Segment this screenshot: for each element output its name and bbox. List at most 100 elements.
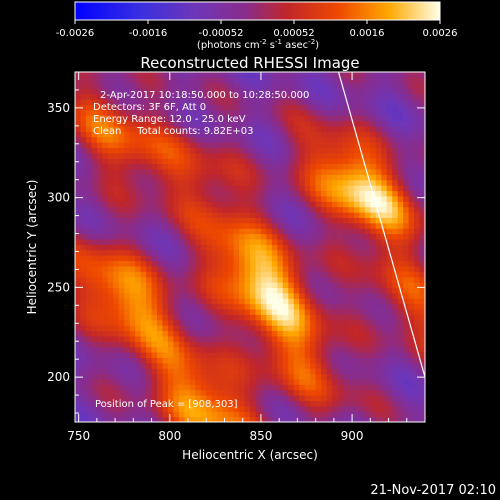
heatmap-cell (375, 319, 382, 326)
heatmap-cell (293, 384, 300, 391)
heatmap-cell (342, 282, 350, 288)
heatmap-cell (271, 325, 278, 332)
heatmap-cell (293, 357, 300, 364)
heatmap-cell (342, 195, 350, 202)
heatmap-cell (260, 147, 268, 154)
heatmap-cell (277, 120, 284, 127)
heatmap-cell (178, 411, 185, 418)
heatmap-cell (80, 276, 87, 283)
heatmap-cell (135, 287, 142, 294)
heatmap-cell (277, 319, 284, 326)
heatmap-cell (255, 115, 262, 122)
heatmap-cell (233, 195, 240, 202)
heatmap-cell (228, 389, 235, 396)
heatmap-cell (102, 314, 109, 321)
heatmap-cell (419, 212, 425, 218)
heatmap-cell (408, 260, 415, 267)
heatmap-cell (375, 260, 382, 267)
heatmap-cell (342, 346, 350, 353)
heatmap-cell (184, 136, 191, 143)
heatmap-cell (113, 303, 120, 310)
heatmap-cell (397, 152, 404, 159)
heatmap-cell (239, 405, 246, 412)
heatmap-cell (157, 260, 164, 267)
heatmap-cell (146, 255, 153, 262)
heatmap-cell (107, 168, 114, 175)
heatmap-cell (102, 411, 109, 418)
heatmap-cell (167, 201, 175, 208)
heatmap-cell (332, 265, 339, 272)
heatmap-cell (200, 416, 207, 422)
heatmap-cell (337, 314, 344, 321)
heatmap-cell (135, 168, 142, 175)
heatmap-cell (217, 158, 224, 165)
heatmap-cell (135, 109, 142, 116)
heatmap-cell (244, 228, 251, 235)
heatmap-cell (140, 131, 147, 138)
heatmap-cell (392, 411, 399, 418)
heatmap-cell (80, 282, 87, 288)
heatmap-cell (75, 228, 82, 235)
heatmap-cell (233, 147, 240, 154)
heatmap-cell (228, 88, 235, 95)
heatmap-cell (211, 190, 218, 197)
heatmap-cell (162, 276, 169, 283)
heatmap-cell (277, 125, 284, 132)
heatmap-cell (167, 136, 175, 143)
heatmap-cell (386, 217, 393, 224)
heatmap-cell (118, 109, 125, 116)
heatmap-cell (118, 93, 125, 100)
heatmap-cell (140, 217, 147, 224)
heatmap-cell (140, 335, 147, 342)
heatmap-cell (370, 352, 377, 358)
heatmap-cell (151, 308, 158, 315)
heatmap-cell (326, 378, 333, 385)
heatmap-cell (326, 244, 333, 251)
heatmap-cell (255, 233, 262, 240)
heatmap-cell (129, 276, 136, 283)
heatmap-cell (332, 249, 339, 256)
heatmap-cell (419, 98, 425, 105)
heatmap-cell (167, 238, 175, 245)
heatmap-cell (282, 109, 289, 116)
heatmap-cell (266, 212, 273, 218)
heatmap-cell (359, 265, 366, 272)
heatmap-cell (321, 400, 328, 407)
heatmap-cell (151, 319, 158, 326)
heatmap-cell (184, 287, 191, 294)
heatmap-cell (85, 384, 93, 391)
heatmap-cell (381, 352, 388, 358)
heatmap-cell (80, 174, 87, 181)
heatmap-cell (304, 352, 311, 358)
heatmap-cell (233, 249, 240, 256)
heatmap-cell (211, 319, 218, 326)
heatmap-cell (113, 98, 120, 105)
heatmap-cell (260, 292, 268, 299)
heatmap-cell (288, 276, 295, 283)
heatmap-cell (381, 271, 388, 278)
heatmap-cell (129, 244, 136, 251)
heatmap-cell (113, 163, 120, 170)
heatmap-cell (129, 152, 136, 159)
heatmap-cell (228, 314, 235, 321)
heatmap-cell (304, 163, 311, 170)
heatmap-cell (342, 400, 350, 407)
heatmap-cell (408, 282, 415, 288)
heatmap-cell (364, 212, 371, 218)
heatmap-cell (211, 357, 218, 364)
heatmap-cell (250, 319, 257, 326)
heatmap-cell (195, 131, 202, 138)
heatmap-cell (211, 195, 218, 202)
heatmap-cell (381, 228, 388, 235)
heatmap-cell (107, 373, 114, 380)
heatmap-cell (332, 319, 339, 326)
heatmap-cell (386, 260, 393, 267)
heatmap-cell (337, 152, 344, 159)
heatmap-cell (293, 217, 300, 224)
heatmap-cell (206, 98, 213, 105)
heatmap-cell (326, 292, 333, 299)
heatmap-cell (135, 174, 142, 181)
heatmap-cell (392, 168, 399, 175)
heatmap-cell (167, 147, 175, 154)
heatmap-cell (217, 125, 224, 132)
